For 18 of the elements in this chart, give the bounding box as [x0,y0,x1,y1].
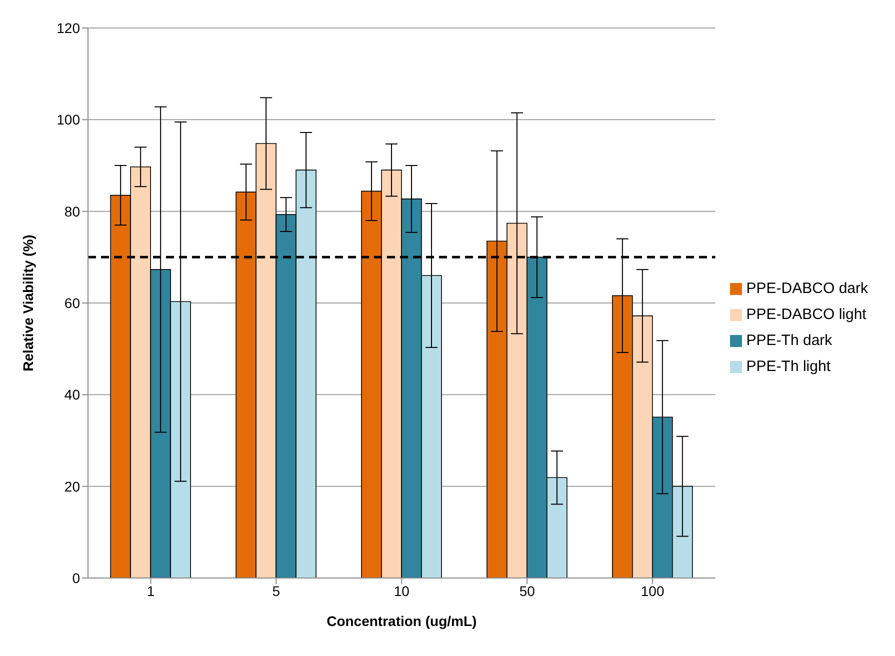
y-tick-label: 100 [56,112,80,128]
y-tick-label: 120 [56,20,80,36]
y-tick-label: 20 [64,478,80,494]
x-tick-label: 100 [640,582,664,599]
legend-label: PPE-Th dark [746,332,832,349]
y-tick-label: 0 [72,570,80,586]
x-tick-label: 10 [394,582,410,599]
x-tick-label: 1 [146,582,155,599]
legend-label: PPE-DABCO light [746,306,866,323]
x-tick-label: 5 [272,582,280,599]
y-tick-label: 80 [64,203,80,220]
y-tick-label: 40 [64,386,80,403]
legend-label: PPE-DABCO dark [746,280,868,297]
legend-label: PPE-Th light [746,358,830,375]
y-axis-title: Relative Viability (%) [20,234,36,372]
x-axis-title: Concentration (ug/mL) [326,613,477,629]
y-tick-label: 60 [64,294,80,311]
x-tick-label: 50 [519,582,536,599]
